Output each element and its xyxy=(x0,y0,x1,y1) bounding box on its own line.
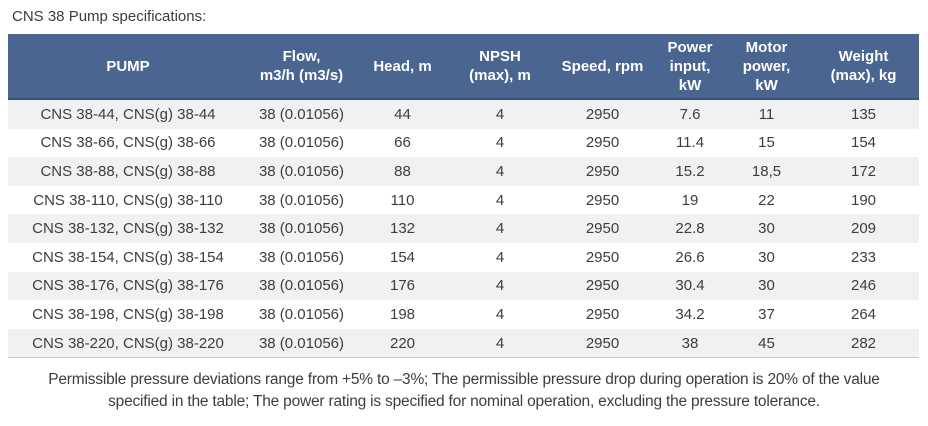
value-cell: 38 (0.01056) xyxy=(258,191,345,209)
table-row: CNS 38-176, CNS(g) 38-176 38 (0.01056) 176… xyxy=(8,271,919,301)
col-header-power-input: Power input, kW xyxy=(655,34,725,100)
table-row: CNS 38-88, CNS(g) 38-88 38 (0.01056) 88 4 29… xyxy=(8,157,919,186)
value-cell: 38 (0.01056) xyxy=(258,134,345,152)
table-row: CNS 38-110, CNS(g) 38-110 38 (0.01056) 110… xyxy=(8,185,919,215)
value-cell: 30 xyxy=(758,220,775,238)
value-cell: 2950 xyxy=(585,305,620,323)
col-header-speed: Speed, rpm xyxy=(550,34,655,100)
value-cell: 4 xyxy=(495,334,505,352)
footer-line: Permissible pressure deviations range fr… xyxy=(48,371,880,389)
table-row: CNS 38-66, CNS(g) 38-66 38 (0.01056) 66 4 29… xyxy=(8,128,919,158)
value-cell: 198 xyxy=(389,305,416,323)
pump-name-cell: CNS 38-176, CNS(g) 38-176 xyxy=(32,277,224,295)
col-header-motor-power: Motor power, kW xyxy=(725,34,808,100)
value-cell: 2950 xyxy=(585,220,620,238)
value-cell: 4 xyxy=(495,134,505,152)
value-cell: 190 xyxy=(850,191,877,209)
value-cell: 209 xyxy=(850,220,877,238)
value-cell: 30.4 xyxy=(675,277,705,295)
value-cell: 38 xyxy=(681,334,699,352)
value-cell: 22 xyxy=(758,191,775,209)
value-cell: 38 (0.01056) xyxy=(258,220,345,238)
footer-line: specified in the table; The power rating… xyxy=(108,392,820,410)
value-cell: 246 xyxy=(850,277,877,295)
table-row: CNS 38-220, CNS(g) 38-220 38 (0.01056) 220… xyxy=(8,328,919,358)
pump-name-cell: CNS 38-220, CNS(g) 38-220 xyxy=(32,334,224,352)
col-header-pump: PUMP xyxy=(8,34,248,100)
value-cell: 38 (0.01056) xyxy=(258,305,345,323)
value-cell: 34.2 xyxy=(675,305,705,323)
value-cell: 30 xyxy=(758,277,775,295)
value-cell: 2950 xyxy=(585,248,620,266)
col-header-head: Head, m xyxy=(355,34,450,100)
pump-name-cell: CNS 38-110, CNS(g) 38-110 xyxy=(33,191,223,209)
value-cell: 220 xyxy=(389,334,416,352)
value-cell: 4 xyxy=(495,248,505,266)
value-cell: 282 xyxy=(850,334,877,352)
value-cell: 22.8 xyxy=(675,220,705,238)
value-cell: 233 xyxy=(850,248,877,266)
value-cell: 26.6 xyxy=(675,248,705,266)
pump-specs-table: PUMP Flow, m3/h (m3/s) Head, m NPSH (max… xyxy=(8,34,919,359)
value-cell: 172 xyxy=(850,162,877,180)
footer-note: Permissible pressure deviations range fr… xyxy=(0,369,928,412)
value-cell: 4 xyxy=(495,220,505,238)
pump-name-cell: CNS 38-88, CNS(g) 38-88 xyxy=(40,162,216,180)
value-cell: 18,5 xyxy=(751,162,782,180)
value-cell: 11.4 xyxy=(675,134,705,152)
col-header-weight: Weight (max), kg xyxy=(808,34,919,100)
value-cell: 2950 xyxy=(585,162,620,180)
value-cell: 38 (0.01056) xyxy=(258,277,345,295)
value-cell: 2950 xyxy=(585,334,620,352)
page-title: CNS 38 Pump specifications: xyxy=(12,8,207,25)
col-header-flow: Flow, m3/h (m3/s) xyxy=(248,34,355,100)
value-cell: 4 xyxy=(495,191,505,209)
pump-name-cell: CNS 38-198, CNS(g) 38-198 xyxy=(32,305,224,323)
value-cell: 110 xyxy=(390,191,415,209)
value-cell: 154 xyxy=(850,134,877,152)
table-body: CNS 38-44, CNS(g) 38-44 38 (0.01056) 44 4 29… xyxy=(8,99,919,358)
table-header: PUMP Flow, m3/h (m3/s) Head, m NPSH (max… xyxy=(8,34,919,100)
value-cell: 66 xyxy=(394,134,411,152)
value-cell: 38 (0.01056) xyxy=(258,248,345,266)
value-cell: 2950 xyxy=(585,105,620,123)
value-cell: 2950 xyxy=(585,134,620,152)
value-cell: 15 xyxy=(758,134,775,152)
value-cell: 45 xyxy=(758,334,775,352)
value-cell: 4 xyxy=(495,277,505,295)
value-cell: 38 (0.01056) xyxy=(258,105,345,123)
value-cell: 4 xyxy=(495,105,505,123)
pump-name-cell: CNS 38-44, CNS(g) 38-44 xyxy=(40,105,216,123)
value-cell: 88 xyxy=(394,162,411,180)
value-cell: 38 (0.01056) xyxy=(258,334,345,352)
value-cell: 154 xyxy=(389,248,416,266)
pump-name-cell: CNS 38-154, CNS(g) 38-154 xyxy=(32,248,224,266)
value-cell: 44 xyxy=(394,105,411,123)
value-cell: 2950 xyxy=(585,191,620,209)
pump-name-cell: CNS 38-132, CNS(g) 38-132 xyxy=(32,220,224,238)
table-row: CNS 38-198, CNS(g) 38-198 38 (0.01056) 198… xyxy=(8,300,919,329)
table-header-row: PUMP Flow, m3/h (m3/s) Head, m NPSH (max… xyxy=(8,34,919,100)
col-header-npsh: NPSH (max), m xyxy=(450,34,550,100)
value-cell: 2950 xyxy=(585,277,620,295)
value-cell: 135 xyxy=(850,105,877,123)
value-cell: 38 (0.01056) xyxy=(258,162,345,180)
value-cell: 15.2 xyxy=(675,162,705,180)
value-cell: 19 xyxy=(681,191,699,209)
value-cell: 132 xyxy=(389,220,416,238)
value-cell: 176 xyxy=(389,277,416,295)
value-cell: 4 xyxy=(495,162,505,180)
value-cell: 37 xyxy=(758,305,775,323)
value-cell: 11 xyxy=(758,105,775,123)
table-row: CNS 38-44, CNS(g) 38-44 38 (0.01056) 44 4 29… xyxy=(8,99,919,129)
value-cell: 30 xyxy=(758,248,775,266)
value-cell: 7.6 xyxy=(679,105,701,123)
value-cell: 4 xyxy=(495,305,505,323)
value-cell: 264 xyxy=(850,305,877,323)
table-row: CNS 38-154, CNS(g) 38-154 38 (0.01056) 154… xyxy=(8,242,919,272)
table-row: CNS 38-132, CNS(g) 38-132 38 (0.01056) 132… xyxy=(8,214,919,243)
pump-name-cell: CNS 38-66, CNS(g) 38-66 xyxy=(40,134,216,152)
